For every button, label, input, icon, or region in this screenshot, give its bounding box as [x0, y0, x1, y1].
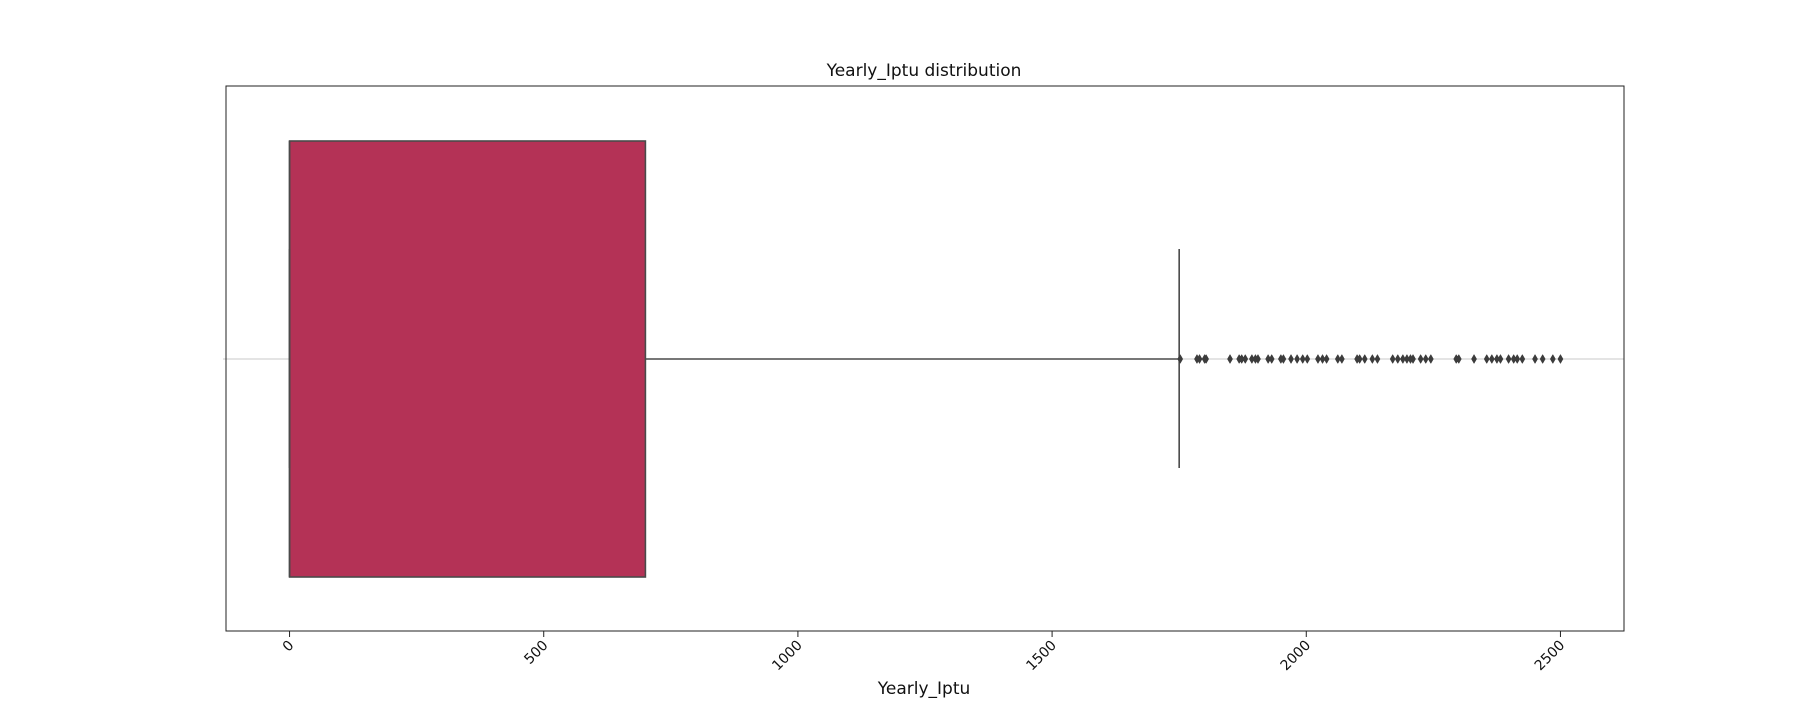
outlier-point: [1374, 354, 1381, 364]
outlier-point: [1319, 354, 1326, 364]
outlier-point: [1549, 354, 1556, 364]
outlier-point: [1299, 354, 1306, 364]
outlier-point: [1227, 354, 1233, 364]
outlier-point: [1288, 354, 1294, 364]
outlier-point: [1369, 354, 1376, 364]
outlier-point: [1483, 354, 1490, 364]
outlier-point: [1471, 354, 1477, 364]
outlier-point: [1361, 354, 1368, 364]
outlier-point: [1557, 354, 1564, 364]
outlier-point: [1268, 354, 1275, 364]
x-tick-label: 0: [280, 638, 298, 656]
outlier-point: [1455, 354, 1462, 364]
outlier-point: [1315, 354, 1321, 364]
plot-frame: [225, 85, 1625, 632]
chart-title: Yearly_Iptu distribution: [826, 61, 1022, 81]
outlier-point: [1323, 354, 1330, 364]
outlier-point: [1422, 354, 1429, 364]
outlier-point: [1519, 354, 1526, 364]
outlier-point: [1356, 354, 1363, 364]
outlier-point: [1242, 354, 1249, 364]
outlier-point: [1539, 354, 1546, 364]
outlier-point: [1294, 354, 1301, 364]
outlier-point: [1417, 354, 1424, 364]
outlier-point: [1389, 354, 1396, 364]
x-tick-label: 2500: [1532, 638, 1569, 675]
outlier-point: [1334, 354, 1341, 364]
outlier-point: [1196, 354, 1203, 364]
x-tick-label: 1000: [769, 638, 806, 675]
outlier-point: [1532, 354, 1538, 364]
x-axis-label: Yearly_Iptu: [877, 679, 971, 699]
outliers-group: [1177, 354, 1564, 364]
outlier-point: [1399, 354, 1406, 364]
outlier-point: [1255, 354, 1261, 364]
outlier-point: [1338, 354, 1345, 364]
outlier-point: [1505, 354, 1512, 364]
outlier-point: [1497, 354, 1504, 364]
outlier-point: [1394, 354, 1401, 364]
x-axis-ticks: 0 500 1000 1500 2000 2500: [280, 631, 1569, 675]
x-tick-label: 500: [521, 638, 551, 668]
outlier-point: [1514, 354, 1521, 364]
outlier-point: [1177, 354, 1184, 364]
iqr-box: [288, 140, 647, 578]
outlier-point: [1410, 354, 1416, 364]
outlier-point: [1304, 354, 1311, 364]
outlier-point: [1203, 354, 1210, 364]
outlier-point: [1427, 354, 1434, 364]
outlier-point: [1488, 354, 1495, 364]
outlier-point: [1280, 354, 1287, 364]
x-tick-label: 1500: [1023, 638, 1060, 675]
x-tick-label: 2000: [1278, 638, 1315, 675]
